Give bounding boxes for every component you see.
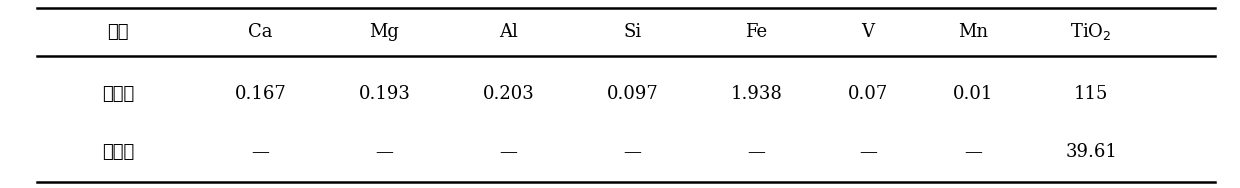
Text: TiO$_2$: TiO$_2$ bbox=[1070, 21, 1112, 42]
Text: 第一级: 第一级 bbox=[102, 85, 134, 103]
Text: —: — bbox=[965, 143, 982, 161]
Text: —: — bbox=[624, 143, 641, 161]
Text: —: — bbox=[376, 143, 393, 161]
Text: 0.203: 0.203 bbox=[482, 85, 534, 103]
Text: —: — bbox=[748, 143, 765, 161]
Text: —: — bbox=[859, 143, 877, 161]
Text: 0.193: 0.193 bbox=[358, 85, 410, 103]
Text: 组分: 组分 bbox=[107, 23, 129, 41]
Text: 0.097: 0.097 bbox=[606, 85, 658, 103]
Text: Si: Si bbox=[624, 23, 641, 41]
Text: 115: 115 bbox=[1074, 85, 1109, 103]
Text: —: — bbox=[252, 143, 269, 161]
Text: Al: Al bbox=[498, 23, 518, 41]
Text: 第二级: 第二级 bbox=[102, 143, 134, 161]
Text: 0.167: 0.167 bbox=[234, 85, 286, 103]
Text: 0.07: 0.07 bbox=[848, 85, 888, 103]
Text: Ca: Ca bbox=[248, 23, 273, 41]
Text: —: — bbox=[500, 143, 517, 161]
Text: Fe: Fe bbox=[745, 23, 768, 41]
Text: V: V bbox=[862, 23, 874, 41]
Text: 0.01: 0.01 bbox=[954, 85, 993, 103]
Text: 1.938: 1.938 bbox=[730, 85, 782, 103]
Text: 39.61: 39.61 bbox=[1065, 143, 1117, 161]
Text: Mn: Mn bbox=[959, 23, 988, 41]
Text: Mg: Mg bbox=[370, 23, 399, 41]
